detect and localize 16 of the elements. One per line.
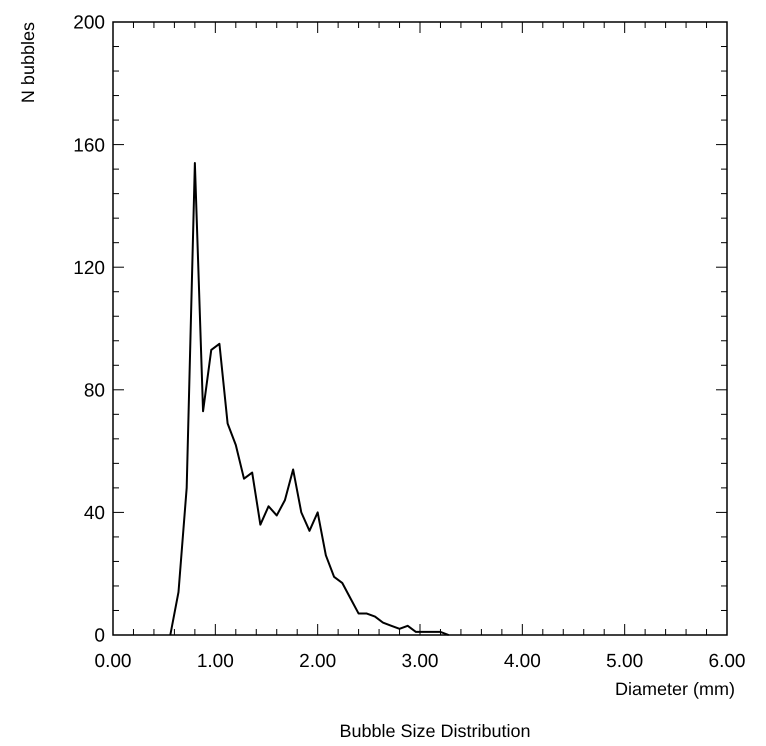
y-tick-label: 40 [84, 503, 105, 524]
x-tick-label: 0.00 [94, 651, 132, 672]
x-tick-label: 2.00 [299, 651, 336, 672]
y-tick-label: 0 [94, 626, 105, 647]
x-axis-title: Diameter (mm) [615, 679, 735, 699]
x-tick-label: 3.00 [402, 651, 438, 672]
y-axis-title: N bubbles [18, 22, 38, 104]
x-tick-label: 1.00 [196, 651, 234, 672]
x-tick-label: 6.00 [708, 651, 746, 672]
y-tick-label: 80 [84, 380, 105, 402]
y-tick-label: 160 [73, 135, 105, 156]
x-tick-label: 4.00 [504, 651, 541, 672]
x-tick-label: 5.00 [606, 651, 644, 672]
text: Bubble Size Distribution [339, 721, 531, 741]
y-tick-label: 200 [73, 12, 105, 34]
y-tick-label: 120 [73, 258, 105, 279]
